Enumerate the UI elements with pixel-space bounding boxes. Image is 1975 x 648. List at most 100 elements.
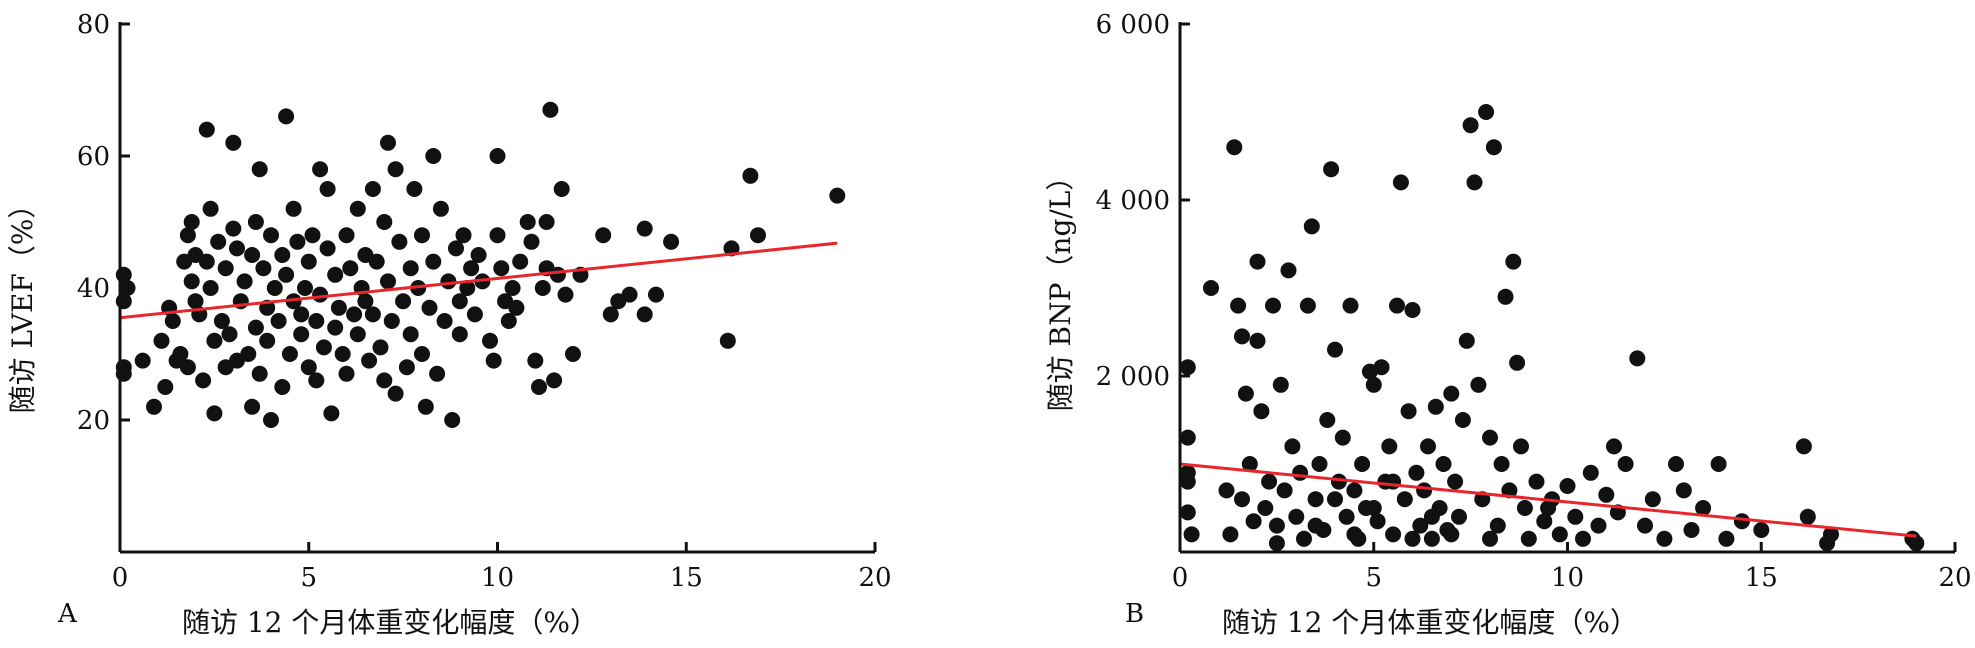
data-point [247, 319, 264, 336]
data-point [750, 227, 766, 244]
data-point [414, 346, 430, 362]
data-point [1427, 398, 1444, 415]
data-point [602, 306, 619, 323]
data-point [557, 286, 574, 303]
data-point [451, 326, 468, 343]
data-point [342, 260, 359, 277]
data-point [1268, 517, 1285, 534]
data-point [308, 372, 325, 389]
data-point [1241, 456, 1258, 472]
panel-b-xlabel: 随访 12 个月体重变化幅度（%） [1222, 606, 1638, 639]
data-point [425, 148, 442, 164]
trend-line [1179, 462, 1917, 538]
data-point [202, 200, 219, 217]
data-point [1222, 526, 1239, 543]
data-point [1303, 218, 1320, 235]
data-point [312, 286, 329, 303]
data-point [210, 233, 227, 250]
data-point [1443, 385, 1460, 402]
data-point [263, 412, 279, 428]
data-point [334, 346, 351, 362]
data-point [440, 273, 457, 290]
data-point [1299, 297, 1316, 314]
data-point [1179, 473, 1196, 490]
data-point [648, 286, 664, 303]
data-point [1505, 253, 1522, 270]
data-point [1799, 508, 1816, 525]
data-point [395, 293, 412, 310]
data-point [451, 293, 468, 310]
y-tick-label: 20 [77, 406, 110, 436]
data-point [349, 200, 366, 217]
data-point [1284, 438, 1301, 455]
data-point [323, 405, 340, 422]
data-point [542, 101, 559, 118]
data-point [278, 266, 295, 283]
data-point [402, 260, 419, 277]
data-point [1389, 297, 1405, 314]
data-point [346, 306, 363, 323]
data-point [636, 306, 653, 323]
data-point [1516, 500, 1533, 516]
data-point [455, 227, 472, 244]
data-point [1276, 482, 1293, 499]
data-point [240, 346, 257, 362]
data-point [1466, 174, 1483, 191]
data-point [1296, 530, 1312, 547]
data-point [1253, 403, 1270, 420]
data-point [1513, 438, 1529, 455]
data-point [1249, 253, 1266, 270]
data-point [1280, 262, 1297, 279]
data-point [357, 293, 374, 310]
data-point [1230, 297, 1247, 314]
data-point [229, 240, 245, 257]
data-point [1559, 478, 1576, 494]
panel-a-ylabel: 随访 LVEF（%） [6, 191, 39, 414]
data-point [829, 187, 846, 204]
data-point [565, 346, 581, 362]
data-point [383, 313, 400, 329]
data-point [164, 313, 181, 329]
panel-a-ticks: 0 5 10 15 20 20 40 60 80 [77, 10, 892, 593]
data-point [417, 398, 434, 415]
data-point [146, 398, 162, 415]
panel-b-trend-line [1179, 462, 1917, 538]
data-point [285, 293, 302, 310]
data-point [636, 220, 653, 237]
data-point [1408, 464, 1425, 481]
data-point [338, 227, 355, 244]
x-tick-label: 5 [300, 563, 317, 593]
data-point [1392, 174, 1409, 191]
data-point [470, 247, 487, 263]
data-point [115, 365, 132, 382]
data-point [338, 365, 355, 382]
data-point [134, 352, 151, 369]
data-point [274, 247, 291, 263]
data-point [263, 227, 279, 244]
data-point [391, 233, 408, 250]
data-point [1683, 522, 1700, 538]
data-point [1203, 280, 1219, 296]
data-point [330, 299, 347, 316]
data-point [1245, 513, 1262, 530]
data-point [546, 372, 563, 389]
data-point [1447, 473, 1464, 490]
data-point [1330, 473, 1347, 490]
data-point [251, 161, 268, 178]
y-tick-label: 80 [77, 10, 110, 40]
data-point [1629, 350, 1646, 367]
data-point [153, 332, 170, 349]
x-tick-label: 20 [1938, 563, 1971, 593]
y-tick-label: 40 [77, 274, 110, 304]
data-point [244, 247, 261, 263]
data-point [1668, 456, 1684, 472]
data-point [519, 214, 536, 230]
panel-a-trend-line [119, 241, 838, 320]
data-point [414, 227, 430, 244]
data-point [1237, 385, 1254, 402]
data-point [274, 379, 291, 395]
data-point [1733, 513, 1750, 530]
data-point [270, 313, 287, 329]
data-point [1327, 491, 1343, 508]
data-point [489, 227, 506, 244]
